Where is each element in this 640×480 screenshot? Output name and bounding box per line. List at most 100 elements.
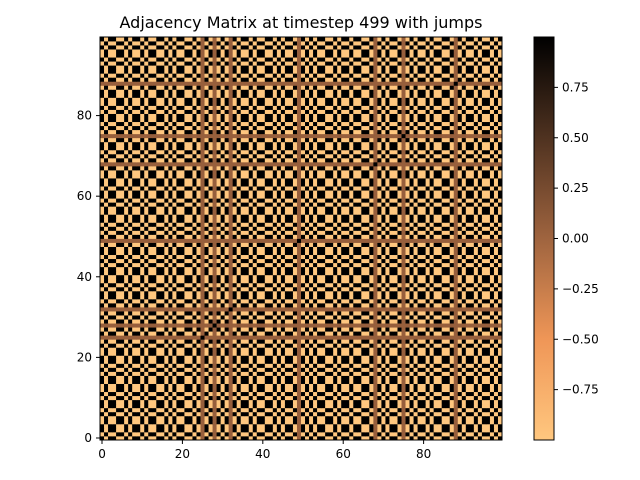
heatmap-cell	[281, 311, 285, 315]
heatmap-cell	[438, 432, 442, 436]
heatmap-cell	[349, 331, 353, 335]
heatmap-cell	[104, 420, 108, 424]
heatmap-cell	[192, 347, 196, 351]
heatmap-cell	[233, 319, 237, 323]
heatmap-cell	[325, 355, 329, 359]
heatmap-cell	[466, 239, 470, 243]
heatmap-cell	[124, 400, 128, 404]
heatmap-cell	[486, 351, 490, 355]
heatmap-cell	[377, 315, 381, 319]
heatmap-cell	[438, 371, 442, 375]
heatmap-cell	[104, 384, 108, 388]
heatmap-cell	[438, 307, 442, 311]
heatmap-cell	[305, 392, 309, 396]
heatmap-cell	[156, 355, 160, 359]
heatmap-cell	[402, 307, 406, 311]
heatmap-cell	[313, 275, 317, 279]
heatmap-cell	[180, 420, 184, 424]
heatmap-cell	[414, 259, 418, 263]
heatmap-cell	[317, 307, 321, 311]
heatmap-cell	[144, 319, 148, 323]
heatmap-cell	[305, 247, 309, 251]
heatmap-cell	[245, 388, 249, 392]
heatmap-cell	[458, 255, 462, 259]
heatmap-cell	[442, 295, 446, 299]
heatmap-cell	[406, 255, 410, 259]
heatmap-cell	[245, 247, 249, 251]
heatmap-cell	[393, 432, 397, 436]
heatmap-cell	[490, 420, 494, 424]
heatmap-cell	[116, 319, 120, 323]
heatmap-cell	[450, 343, 454, 347]
heatmap-cell	[229, 339, 233, 343]
heatmap-cell	[397, 303, 401, 307]
heatmap-cell	[293, 307, 297, 311]
heatmap-cell	[293, 331, 297, 335]
heatmap-cell	[357, 416, 361, 420]
heatmap-cell	[184, 424, 188, 428]
heatmap-cell	[184, 291, 188, 295]
heatmap-cell	[108, 307, 112, 311]
heatmap-cell	[313, 371, 317, 375]
heatmap-cell	[196, 396, 200, 400]
heatmap-cell	[333, 428, 337, 432]
heatmap-cell	[389, 347, 393, 351]
heatmap-cell	[486, 428, 490, 432]
heatmap-cell	[377, 384, 381, 388]
heatmap-cell	[209, 315, 213, 319]
heatmap-cell	[213, 367, 217, 371]
heatmap-cell	[269, 287, 273, 291]
heatmap-cell	[180, 303, 184, 307]
heatmap-cell	[112, 412, 116, 416]
heatmap-cell	[357, 315, 361, 319]
heatmap-cell	[128, 251, 132, 255]
heatmap-cell	[426, 363, 430, 367]
heatmap-cell	[385, 263, 389, 267]
heatmap-cell	[361, 251, 365, 255]
heatmap-cell	[285, 335, 289, 339]
heatmap-cell	[265, 299, 269, 303]
heatmap-cell	[245, 311, 249, 315]
heatmap-cell	[434, 327, 438, 331]
heatmap-cell	[249, 412, 253, 416]
heatmap-cell	[406, 359, 410, 363]
heatmap-cell	[486, 371, 490, 375]
heatmap-cell	[317, 359, 321, 363]
heatmap-cell	[406, 315, 410, 319]
heatmap-cell	[116, 243, 120, 247]
heatmap-cell	[446, 367, 450, 371]
heatmap-cell	[305, 388, 309, 392]
heatmap-cell	[277, 307, 281, 311]
heatmap-cell	[104, 263, 108, 267]
heatmap-cell	[273, 420, 277, 424]
heatmap-cell	[112, 420, 116, 424]
heatmap-cell	[281, 424, 285, 428]
heatmap-cell	[321, 323, 325, 327]
heatmap-cell	[172, 323, 176, 327]
heatmap-cell	[357, 339, 361, 343]
heatmap-cell	[377, 376, 381, 380]
heatmap-cell	[490, 384, 494, 388]
heatmap-cell	[406, 347, 410, 351]
heatmap-cell	[414, 279, 418, 283]
heatmap-cell	[293, 239, 297, 243]
heatmap-cell	[381, 347, 385, 351]
heatmap-cell	[172, 420, 176, 424]
heatmap-cell	[377, 392, 381, 396]
heatmap-cell	[140, 331, 144, 335]
heatmap-cell	[494, 311, 498, 315]
heatmap-cell	[152, 380, 156, 384]
heatmap-cell	[402, 404, 406, 408]
heatmap-cell	[337, 404, 341, 408]
heatmap-cell	[136, 359, 140, 363]
heatmap-cell	[136, 267, 140, 271]
heatmap-cell	[397, 243, 401, 247]
heatmap-cell	[297, 279, 301, 283]
heatmap-cell	[281, 359, 285, 363]
heatmap-cell	[273, 259, 277, 263]
heatmap-cell	[201, 355, 205, 359]
heatmap-cell	[434, 347, 438, 351]
heatmap-cell	[168, 339, 172, 343]
heatmap-cell	[454, 367, 458, 371]
heatmap-cell	[329, 420, 333, 424]
